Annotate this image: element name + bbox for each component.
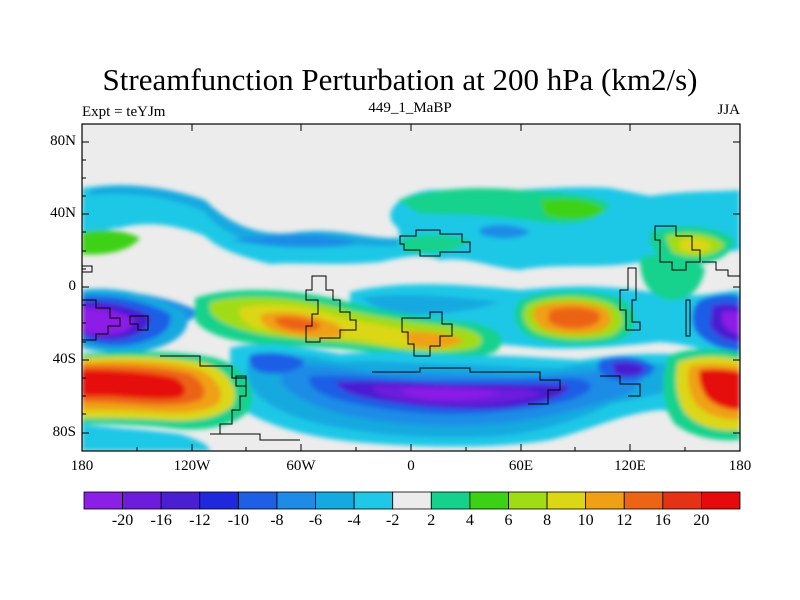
colorbar-tick-label: 2 (427, 512, 436, 529)
contour-field (82, 124, 740, 451)
colorbar-swatch (508, 491, 548, 510)
lon-label-120w: 120W (173, 458, 211, 474)
colorbar-tick-label: 4 (465, 512, 474, 529)
colorbar-tick-label: 20 (693, 512, 710, 529)
colorbar-swatch (353, 491, 394, 510)
lat-ticks (82, 141, 740, 434)
colorbar-tick-label: 6 (504, 512, 513, 529)
colorbar-swatch (237, 491, 278, 510)
lon-label-180w: 180 (70, 458, 94, 474)
colorbar-swatch (83, 491, 123, 510)
lat-label-eq: 0 (68, 278, 77, 294)
colorbar-tick-label: -12 (189, 512, 211, 529)
colorbar-swatch (276, 491, 316, 510)
lat-label-40s: 40S (52, 351, 76, 367)
colorbar-swatch (623, 491, 664, 510)
colorbar-tick-label: -10 (227, 512, 250, 529)
colorbar-tick-label: -4 (347, 512, 361, 529)
colorbar-tick-label: -8 (270, 512, 284, 529)
colorbar-swatch (662, 491, 702, 510)
lat-label-40n: 40N (50, 205, 76, 221)
colorbar-tick-label: -16 (150, 512, 172, 529)
colorbar-swatch (701, 491, 741, 510)
colorbar-swatch (469, 491, 509, 510)
run-id-label: 449_1_MaBP (368, 100, 452, 116)
colorbar-tick-label: 12 (616, 512, 633, 529)
colorbar-swatch (392, 491, 432, 510)
lat-label-80s: 80S (52, 424, 76, 440)
colorbar-swatch (546, 491, 587, 510)
lon-label-60w: 60W (286, 458, 316, 474)
experiment-label: Expt = teYJm (82, 104, 166, 120)
lon-label-0: 0 (407, 458, 415, 474)
colorbar-swatch (315, 491, 355, 510)
colorbar-tick-label: -6 (308, 512, 323, 529)
colorbar-swatch (430, 491, 471, 510)
colorbar-tick-label: 10 (577, 512, 594, 529)
colorbar-swatch (585, 491, 625, 510)
lat-label-80n: 80N (50, 133, 76, 149)
colorbar-tick-label: 16 (654, 512, 671, 529)
season-label: JJA (717, 102, 740, 118)
colorbar-swatch (160, 491, 201, 510)
lon-label-60e: 60E (508, 458, 534, 474)
colorbar-tick-label: -20 (111, 512, 134, 529)
colorbar-tick-label: 8 (543, 512, 552, 529)
colorbar-tick-label: -2 (386, 512, 400, 529)
lon-label-120e: 120E (614, 458, 646, 474)
lon-ticks (81, 124, 686, 451)
colorbar-swatch (122, 491, 162, 510)
coastlines (82, 225, 740, 441)
colorbar (83, 491, 741, 510)
plot-title: Streamfunction Perturbation at 200 hPa (… (102, 62, 698, 97)
colorbar-swatch (199, 491, 239, 510)
lon-label-180e: 180 (728, 458, 752, 474)
